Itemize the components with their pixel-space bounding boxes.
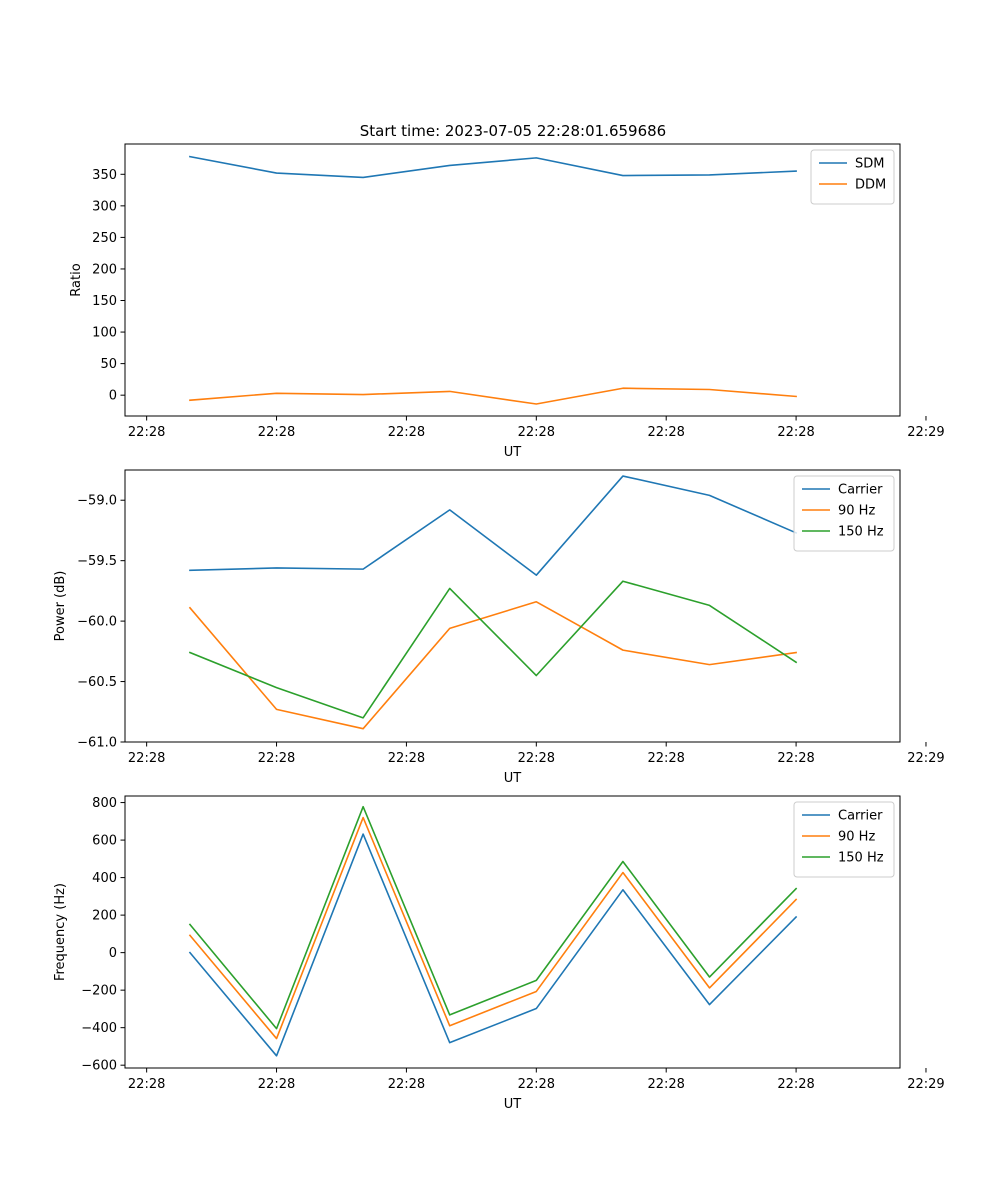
x-tick-label: 22:29 <box>907 425 944 440</box>
y-tick-label: 0 <box>109 946 117 961</box>
x-axis-label: UT <box>504 445 522 460</box>
series-line-150-hz <box>188 805 798 1030</box>
series-line-carrier <box>189 475 798 576</box>
axes-frame <box>124 795 901 1069</box>
series-line-sdm <box>189 155 797 179</box>
legend-label: Carrier <box>838 809 883 824</box>
x-tick-label: 22:28 <box>518 425 555 440</box>
x-axis-label: UT <box>504 771 522 786</box>
y-tick-label: 200 <box>92 909 117 924</box>
series-line-90-hz <box>188 600 797 730</box>
x-tick-label: 22:28 <box>258 425 295 440</box>
y-axis-label: Frequency (Hz) <box>53 883 68 981</box>
x-tick-label: 22:28 <box>128 751 165 766</box>
x-tick-label: 22:28 <box>128 425 165 440</box>
x-tick-label: 22:28 <box>128 1077 165 1092</box>
y-tick-label: 50 <box>100 357 117 372</box>
charts: 22:28 22:28 22:28 22:28 22:28 22:28 22:29 0 50 10… <box>53 143 945 1112</box>
chart-panel-2: 22:28 22:28 22:28 22:28 22:28 22:28 22:29 −61.0… <box>53 469 945 786</box>
x-tick-label: 22:28 <box>518 751 555 766</box>
axes-frame <box>124 143 901 417</box>
x-tick-label: 22:28 <box>647 751 684 766</box>
x-tick-label: 22:28 <box>388 425 425 440</box>
y-tick-label: 400 <box>92 871 117 886</box>
series-line-ddm <box>189 387 797 405</box>
y-axis-label: Power (dB) <box>53 571 68 642</box>
legend-label: 150 Hz <box>838 851 884 866</box>
x-tick-label: 22:28 <box>388 1077 425 1092</box>
legend-label: SDM <box>855 157 884 172</box>
legend-label: Carrier <box>838 483 883 498</box>
x-tick-label: 22:28 <box>647 425 684 440</box>
legend-label: 90 Hz <box>838 830 875 845</box>
y-tick-label: −59.0 <box>77 494 117 509</box>
legend: Carrier 90 Hz 150 Hz <box>793 801 895 878</box>
y-tick-label: 0 <box>109 389 117 404</box>
x-tick-label: 22:28 <box>518 1077 555 1092</box>
y-tick-label: 800 <box>92 796 117 811</box>
y-tick-label: 350 <box>92 168 117 183</box>
y-tick-label: 150 <box>92 294 117 309</box>
y-tick-label: −200 <box>81 984 117 999</box>
x-tick-label: 22:28 <box>777 1077 814 1092</box>
x-tick-label: 22:28 <box>647 1077 684 1092</box>
legend-box <box>793 801 895 878</box>
y-tick-label: 300 <box>92 199 117 214</box>
legend-label: DDM <box>855 178 886 193</box>
chart-panel-3: 22:28 22:28 22:28 22:28 22:28 22:28 22:29 −600 −… <box>53 795 945 1112</box>
series-line-90-hz <box>188 816 798 1040</box>
series-line-150-hz <box>188 580 798 719</box>
y-tick-label: −61.0 <box>77 736 117 751</box>
y-tick-label: −59.5 <box>77 554 117 569</box>
x-tick-label: 22:28 <box>388 751 425 766</box>
y-tick-label: 250 <box>92 231 117 246</box>
series-line-carrier <box>188 833 798 1057</box>
y-tick-label: 600 <box>92 834 117 849</box>
y-tick-label: 100 <box>92 326 117 341</box>
figure-title: Start time: 2023-07-05 22:28:01.659686 <box>360 122 666 140</box>
chart-panel-1: 22:28 22:28 22:28 22:28 22:28 22:28 22:29 0 50 10… <box>69 143 945 460</box>
legend: SDM DDM <box>810 149 895 205</box>
x-tick-label: 22:29 <box>907 751 944 766</box>
legend-box <box>793 475 895 552</box>
legend-label: 150 Hz <box>838 525 884 540</box>
y-tick-label: −600 <box>81 1059 117 1074</box>
x-tick-label: 22:28 <box>258 751 295 766</box>
y-tick-label: −60.5 <box>77 675 117 690</box>
legend-label: 90 Hz <box>838 504 875 519</box>
x-axis-label: UT <box>504 1097 522 1112</box>
x-tick-label: 22:29 <box>907 1077 944 1092</box>
x-tick-label: 22:28 <box>777 425 814 440</box>
y-tick-label: 200 <box>92 262 117 277</box>
x-tick-label: 22:28 <box>777 751 814 766</box>
legend: Carrier 90 Hz 150 Hz <box>793 475 895 552</box>
y-axis-label: Ratio <box>69 263 84 296</box>
axes-frame <box>124 469 901 743</box>
y-tick-label: −60.0 <box>77 615 117 630</box>
x-tick-label: 22:28 <box>258 1077 295 1092</box>
y-tick-label: −400 <box>81 1021 117 1036</box>
